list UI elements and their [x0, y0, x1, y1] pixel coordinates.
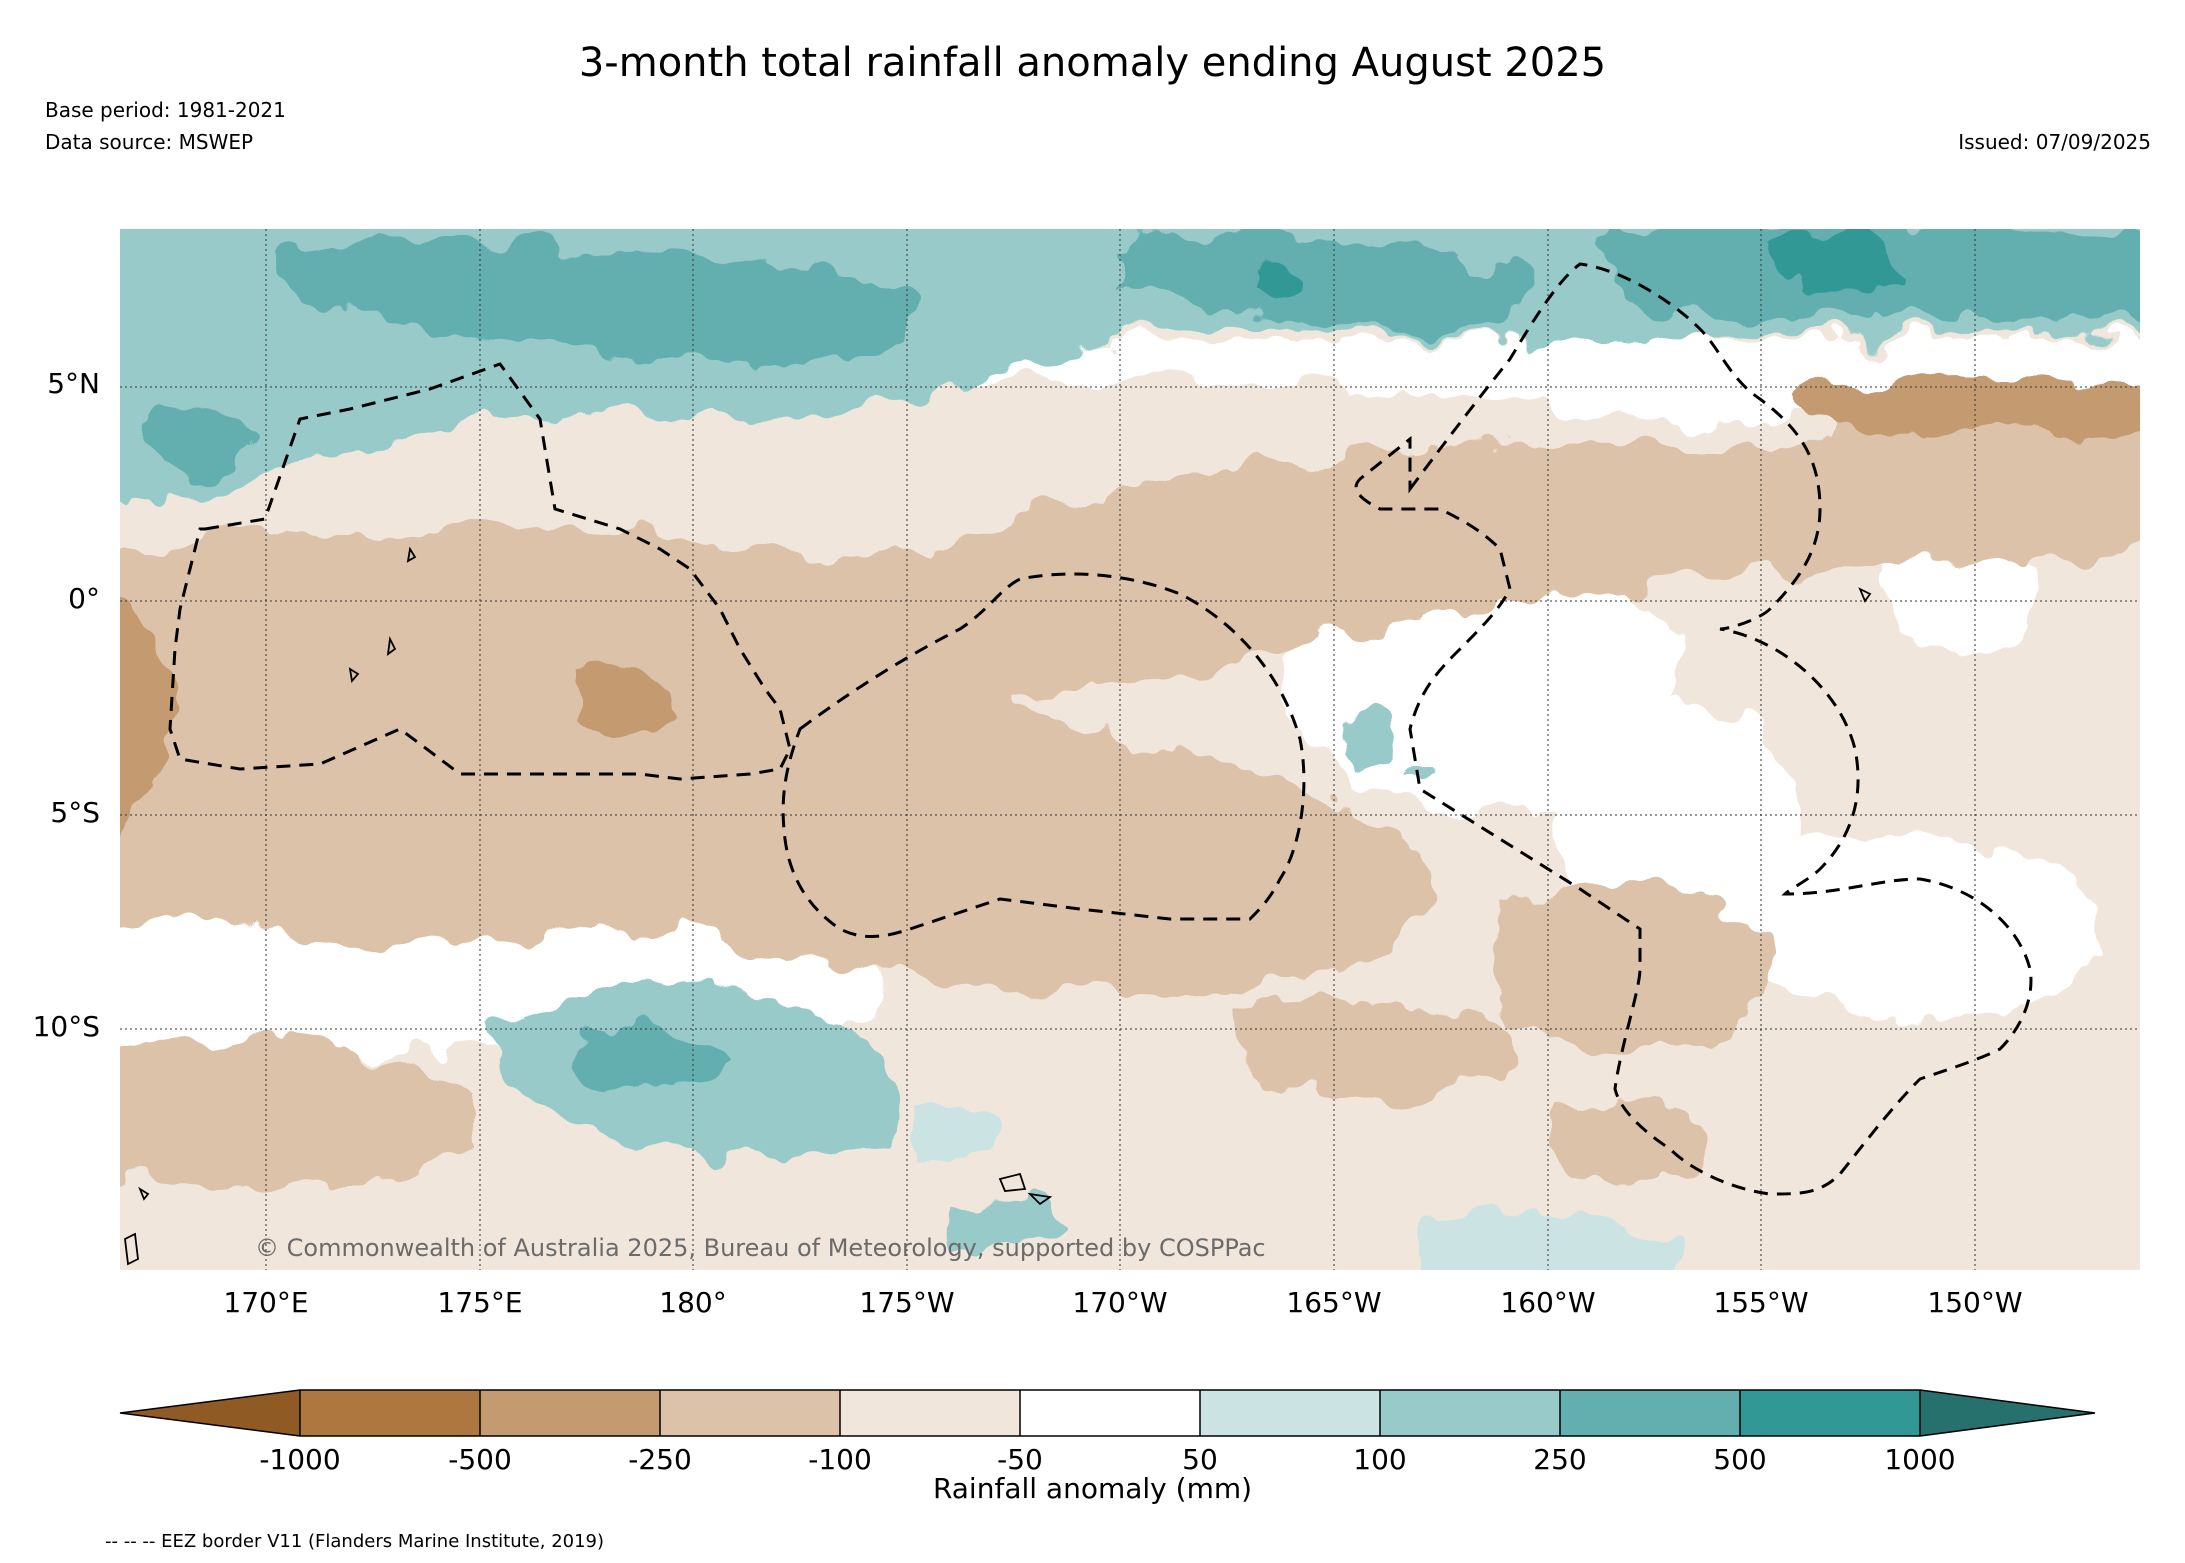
colorbar-tick: 1000 — [1884, 1443, 1956, 1476]
colorbar-title: Rainfall anomaly (mm) — [932, 1472, 1253, 1505]
eez-legend-note: -- -- -- EEZ border V11 (Flanders Marine… — [105, 1531, 605, 1552]
colorbar-tick: -100 — [808, 1443, 872, 1476]
chart-title: 3-month total rainfall anomaly ending Au… — [578, 40, 1607, 86]
anomaly-field — [120, 229, 2140, 1270]
lon-label-180: 180° — [659, 1286, 727, 1319]
colorbar-tick: 50 — [1182, 1443, 1218, 1476]
lat-label-5n: 5°N — [47, 367, 100, 400]
lat-label-0: 0° — [68, 582, 100, 615]
base-period: Base period: 1981-2021 — [45, 98, 286, 122]
colorbar-tick: -500 — [448, 1443, 512, 1476]
colorbar-tick: -250 — [628, 1443, 692, 1476]
colorbar-segment-9 — [1740, 1390, 1920, 1436]
colorbar-segment-3 — [660, 1390, 840, 1436]
colorbar-segment-5 — [1020, 1390, 1200, 1436]
colorbar-segment-1 — [300, 1390, 480, 1436]
graticule — [120, 229, 2140, 1270]
copyright-notice: © Commonwealth of Australia 2025, Bureau… — [255, 1234, 1266, 1262]
lon-label-160w: 160°W — [1500, 1286, 1596, 1319]
lon-label-155w: 155°W — [1713, 1286, 1809, 1319]
eez-borders — [168, 262, 2033, 1196]
colorbar-segment-6 — [1200, 1390, 1380, 1436]
lat-label-5s: 5°S — [50, 796, 100, 829]
lat-label-10s: 10°S — [32, 1010, 100, 1043]
colorbar-segment-2 — [480, 1390, 660, 1436]
lon-label-175w: 175°W — [859, 1286, 955, 1319]
lon-label-170e: 170°E — [223, 1286, 309, 1319]
colorbar-tick: 500 — [1713, 1443, 1767, 1476]
lon-label-165w: 165°W — [1286, 1286, 1382, 1319]
colorbar-segment-8 — [1560, 1390, 1740, 1436]
rainfall-anomaly-map: © Commonwealth of Australia 2025, Bureau… — [120, 229, 2140, 1270]
island-outlines — [124, 546, 1872, 1266]
issued-date: Issued: 07/09/2025 — [1958, 130, 2151, 154]
data-source: Data source: MSWEP — [45, 130, 254, 154]
colorbar-tick: 100 — [1353, 1443, 1407, 1476]
colorbar-tick: -50 — [997, 1443, 1043, 1476]
colorbar-segment-7 — [1380, 1390, 1560, 1436]
colorbar-tick: 250 — [1533, 1443, 1587, 1476]
colorbar-segment-extend-low — [120, 1390, 300, 1436]
lon-label-170w: 170°W — [1072, 1286, 1168, 1319]
colorbar-segment-4 — [840, 1390, 1020, 1436]
colorbar-tick: -1000 — [259, 1443, 341, 1476]
map-canvas — [120, 229, 2140, 1270]
lon-label-150w: 150°W — [1927, 1286, 2023, 1319]
colorbar-segment-extend-high — [1920, 1390, 2095, 1436]
lon-label-175e: 175°E — [437, 1286, 523, 1319]
